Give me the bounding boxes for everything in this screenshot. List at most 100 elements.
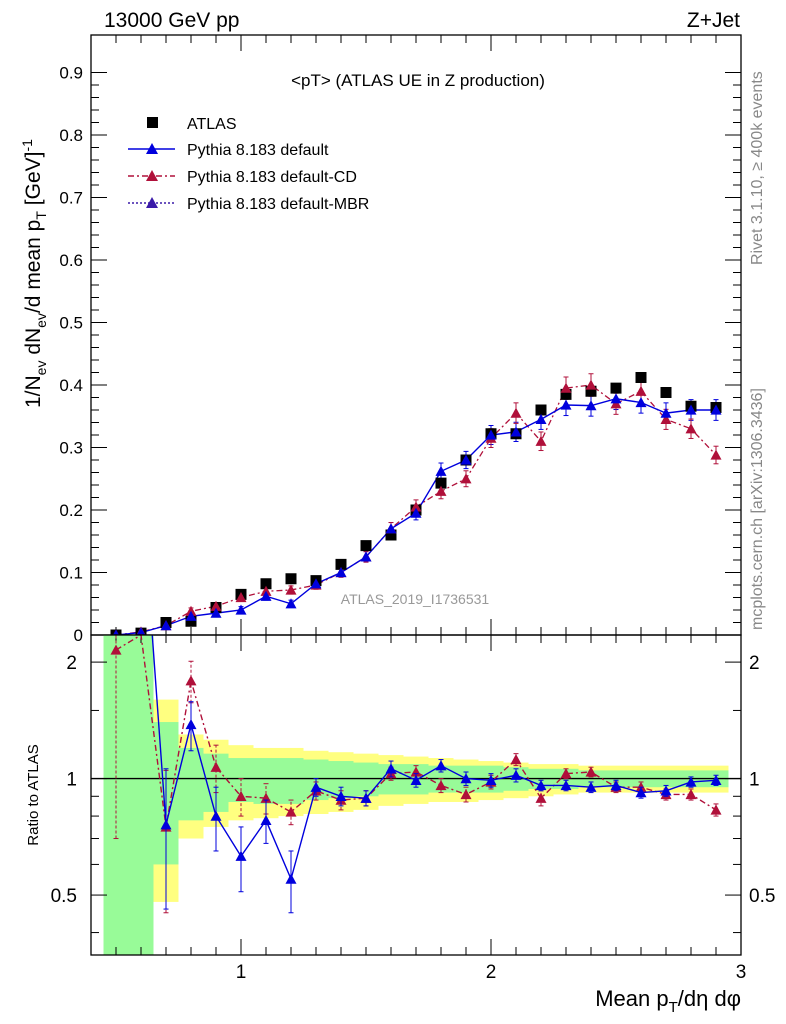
ratio-point-default [535, 779, 547, 791]
default-point [335, 567, 347, 578]
atlas-point [435, 477, 447, 489]
default-point [310, 578, 322, 589]
xlabel-part-b: T [669, 999, 678, 1016]
default-point [660, 407, 672, 418]
atlas-point [260, 578, 272, 590]
legend-label-atlas: ATLAS [187, 116, 237, 133]
atlas-point [610, 382, 622, 394]
bottom-ytick-label-left: 1 [66, 770, 77, 791]
ratio-point-default [610, 779, 622, 791]
ylabel-part-a: 1/N [22, 375, 45, 408]
rivet-label: Rivet 3.1.10, ≥ 400k events [749, 71, 766, 265]
cd-point [235, 592, 247, 603]
default-point [635, 397, 647, 408]
default-point [610, 393, 622, 404]
cd-point [660, 413, 672, 425]
bottom-ytick-label-right: 1 [749, 770, 760, 791]
ratio-point-cd [510, 754, 522, 765]
top-ytick-label: 0.3 [59, 439, 83, 458]
top-ytick-label: 0.9 [59, 64, 83, 83]
ratio-point-cd [260, 792, 272, 803]
ratio-point-default [335, 790, 347, 801]
ratio-point-cd [285, 806, 297, 817]
ratio-point-default [310, 781, 322, 792]
ratio-point-default [435, 760, 447, 771]
default-point [585, 400, 597, 411]
ylabel-part-d: ev [33, 313, 49, 328]
cd-point [560, 382, 572, 393]
ratio-point-default [460, 773, 472, 784]
legend-marker-default [146, 143, 158, 154]
default-point [185, 610, 197, 621]
chart-title: <pT> (ATLAS UE in Z production) [291, 71, 545, 90]
ratio-point-cd [435, 779, 447, 791]
ratio-line-default [151, 634, 717, 882]
ylabel-part-h: -1 [19, 139, 35, 152]
ratio-point-cd [535, 792, 547, 803]
default-point [510, 426, 522, 437]
ratio-point-default [360, 792, 372, 803]
cd-point [710, 449, 722, 460]
top-y-axis-label: 1/Nev dNev/d mean pT [GeV]-1 [19, 139, 49, 408]
atlas-point [285, 573, 297, 585]
cd-point [635, 385, 647, 396]
ratio-point-default [635, 787, 647, 798]
cd-point [585, 379, 597, 390]
default-point [260, 590, 272, 601]
bottom-y-axis-label: Ratio to ATLAS [25, 744, 42, 845]
legend-marker-atlas [147, 117, 158, 128]
atlas-point [385, 529, 397, 541]
ratio-point-cd [710, 804, 722, 815]
legend-marker-mbr [146, 197, 158, 208]
xlabel-part-a: Mean p [595, 986, 668, 1011]
ratio-point-default [510, 769, 522, 780]
ratio-point-cd [410, 766, 422, 777]
top-ytick-label: 0.6 [59, 251, 83, 270]
ratio-point-default [710, 774, 722, 785]
ratio-point-cd [210, 761, 222, 772]
default-point [560, 399, 572, 410]
mcplots-label: mcplots.cern.ch [arXiv:1306.3436] [749, 388, 766, 630]
bottom-xtick-label: 3 [736, 962, 747, 983]
ratio-point-cd [185, 675, 197, 686]
bottom-ytick-label-left: 2 [66, 653, 77, 674]
ratio-point-default [585, 781, 597, 792]
default-point [385, 523, 397, 534]
default-point [210, 607, 222, 618]
cd-point [510, 407, 522, 418]
x-axis-label: Mean pT/dη dφ [595, 986, 741, 1016]
atlas-point [635, 372, 647, 383]
default-point [710, 404, 722, 415]
top-ytick-label: 0.5 [59, 314, 83, 333]
ylabel-part-g: [GeV] [22, 152, 45, 212]
atlas-point [360, 540, 372, 552]
cd-point [410, 501, 422, 512]
top-ytick-label: 0.1 [59, 564, 83, 583]
ratio-point-cd [235, 790, 247, 801]
band-green [278, 758, 304, 804]
default-point [485, 429, 497, 440]
bottom-ytick-label-left: 0.5 [51, 886, 77, 907]
ratio-point-default [660, 785, 672, 796]
atlas-point [660, 387, 672, 398]
top-ytick-label: 0.7 [59, 189, 83, 208]
default-point [360, 551, 372, 562]
atlas-point [535, 404, 547, 416]
default-point [535, 413, 547, 425]
ratio-point-default [185, 718, 197, 730]
atlas-point [585, 385, 597, 397]
xlabel-part-c: /dη dφ [678, 986, 741, 1011]
ratio-point-default [160, 819, 172, 830]
cd-point [460, 473, 472, 484]
ratio-point-cd [560, 768, 572, 779]
ratio-point-default [285, 873, 297, 884]
analysis-watermark: ATLAS_2019_I1736531 [341, 591, 490, 607]
default-point [435, 465, 447, 476]
top-panel: 0 0.1 0.2 0.3 0.4 0.5 0.6 0.7 0.8 0.9 <pT> (ATLAS… [19, 34, 742, 645]
legend-label-default: Pythia 8.183 default [187, 142, 329, 159]
atlas-point [185, 615, 197, 627]
ratio-point-default [235, 850, 247, 861]
ratio-point-default [410, 774, 422, 785]
atlas-point [560, 388, 572, 400]
